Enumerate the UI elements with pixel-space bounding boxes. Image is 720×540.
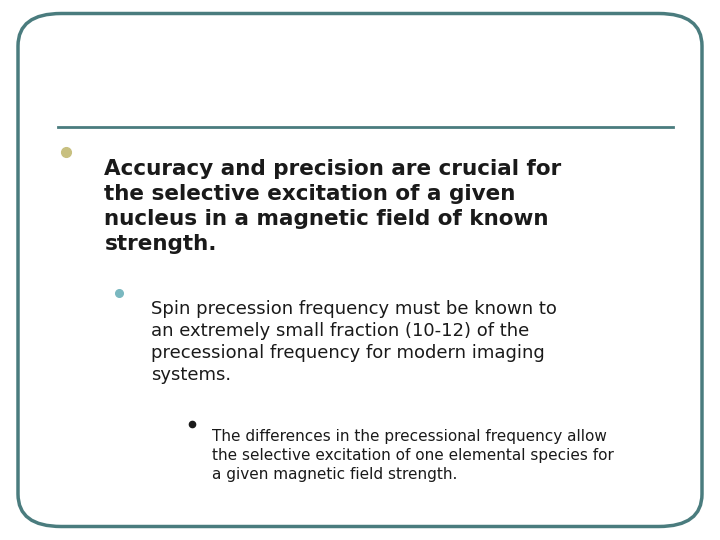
Text: Accuracy and precision are crucial for
the selective excitation of a given
nucle: Accuracy and precision are crucial for t… xyxy=(104,159,562,254)
Text: Spin precession frequency must be known to
an extremely small fraction (10-12) o: Spin precession frequency must be known … xyxy=(151,300,557,384)
FancyBboxPatch shape xyxy=(18,14,702,526)
Text: The differences in the precessional frequency allow
the selective excitation of : The differences in the precessional freq… xyxy=(212,429,614,482)
